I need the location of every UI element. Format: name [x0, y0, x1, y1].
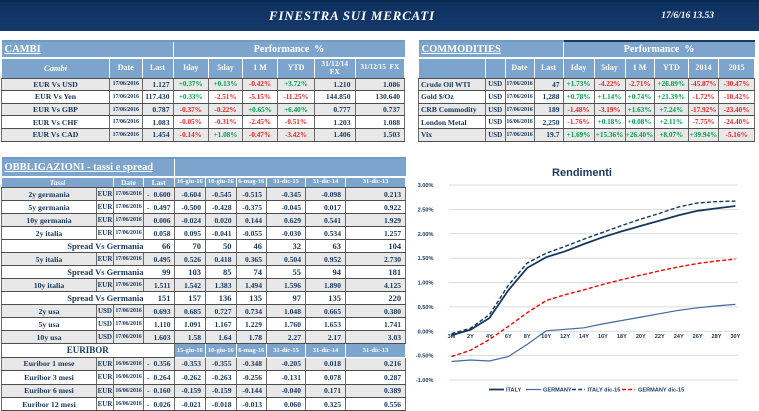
svg-text:2.00%: 2.00%: [418, 232, 434, 238]
svg-text:1.00%: 1.00%: [418, 281, 434, 287]
svg-text:1.50%: 1.50%: [418, 256, 434, 262]
svg-text:30Y: 30Y: [730, 334, 740, 340]
svg-text:Rendimenti: Rendimenti: [552, 167, 612, 179]
svg-text:28Y: 28Y: [712, 334, 722, 340]
svg-text:GERMANY: GERMANY: [543, 388, 572, 394]
svg-text:16Y: 16Y: [598, 334, 608, 340]
svg-text:0.50%: 0.50%: [418, 305, 434, 311]
svg-text:14Y: 14Y: [579, 334, 589, 340]
svg-text:ITALY dic-15: ITALY dic-15: [588, 388, 621, 394]
svg-text:0.00%: 0.00%: [418, 329, 434, 335]
svg-text:3.00%: 3.00%: [418, 183, 434, 189]
svg-text:-0.50%: -0.50%: [416, 354, 434, 360]
svg-text:24Y: 24Y: [674, 334, 684, 340]
svg-text:10Y: 10Y: [541, 334, 551, 340]
svg-text:12Y: 12Y: [560, 334, 570, 340]
svg-text:-1.00%: -1.00%: [416, 378, 434, 384]
svg-text:26Y: 26Y: [693, 334, 703, 340]
svg-text:ITALY: ITALY: [506, 388, 521, 394]
svg-text:GERMANY dic-15: GERMANY dic-15: [638, 388, 684, 394]
svg-text:22Y: 22Y: [655, 334, 665, 340]
svg-text:20Y: 20Y: [636, 334, 646, 340]
svg-text:3M: 3M: [448, 334, 456, 340]
svg-text:8Y: 8Y: [524, 334, 531, 340]
svg-text:2Y: 2Y: [467, 334, 474, 340]
svg-text:2.50%: 2.50%: [418, 207, 434, 213]
svg-text:4Y: 4Y: [486, 334, 493, 340]
svg-text:18Y: 18Y: [617, 334, 627, 340]
svg-text:6Y: 6Y: [505, 334, 512, 340]
